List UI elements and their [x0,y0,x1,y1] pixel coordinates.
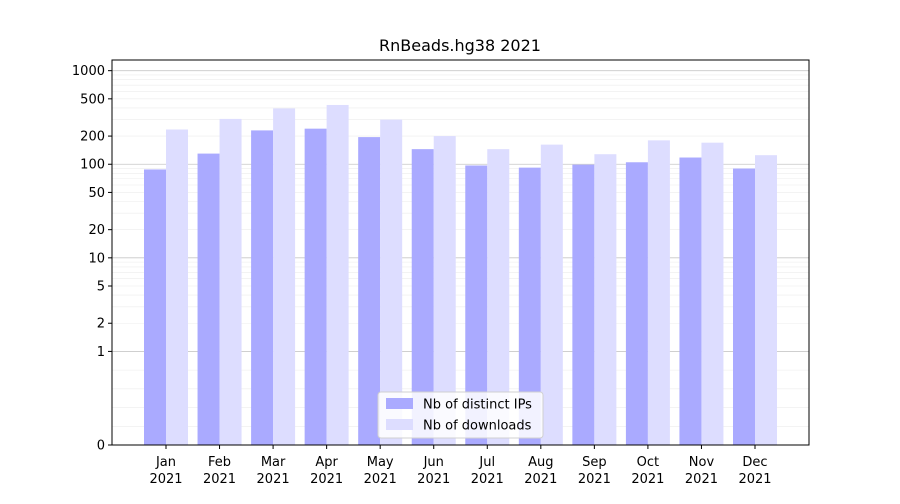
y-tick-label: 2 [97,317,105,332]
bar-distinct-ips-jun [411,149,434,445]
x-tick-label-year: 2021 [631,472,664,487]
x-tick-label-year: 2021 [738,472,771,487]
bar-downloads-nov [701,142,724,445]
bar-distinct-ips-dec [733,168,755,445]
y-axis: 0 1 2 5 10 20 50 100 200 500 1000 [72,64,112,454]
y-tick-label: 5 [97,280,105,295]
x-tick-label-year: 2021 [310,472,343,487]
x-tick-label-month: Aug [528,455,553,470]
bar-downloads-jul [487,149,510,445]
bar-downloads-feb [219,118,242,445]
bar-distinct-ips-apr [304,128,327,445]
x-tick-label-year: 2021 [203,472,236,487]
y-tick-label: 200 [80,130,105,145]
y-tick-label: 20 [88,223,105,238]
plot-frame [111,59,810,446]
bar-distinct-ips-sep [572,164,595,445]
x-axis: Jan 2021 Feb 2021 Mar 2021 Apr 2021 May 2021 Jun 20… [149,445,772,487]
bar-downloads-oct [647,140,670,445]
legend-label: Nb of downloads [423,419,532,434]
legend-swatch [386,419,413,430]
legend-box [377,391,544,439]
x-tick-label-month: Jun [423,455,444,470]
y-tick-label: 100 [80,158,105,173]
x-tick-label-year: 2021 [149,472,182,487]
bar-downloads-jan [166,129,188,445]
legend: Nb of distinct IPs Nb of downloads [377,391,544,439]
x-tick-label-month: Nov [689,455,715,470]
y-tick-label: 500 [80,92,105,107]
y-tick-label: 0 [97,439,105,454]
x-tick-label-year: 2021 [257,472,290,487]
legend-swatch [386,398,413,409]
bar-distinct-ips-jul [465,165,488,446]
bar-downloads-may [380,119,403,446]
x-tick-label-year: 2021 [364,472,397,487]
bar-distinct-ips-jan [144,169,166,446]
bar-downloads-aug [540,144,563,445]
x-tick-label-month: Feb [208,455,231,470]
bar-downloads-mar [273,108,296,446]
x-tick-label-year: 2021 [417,472,450,487]
x-tick-label-month: Sep [582,455,607,470]
x-tick-label-month: Jul [478,455,495,470]
x-tick-label-year: 2021 [685,472,718,487]
legend-label: Nb of distinct IPs [423,398,532,413]
y-tick-label: 10 [88,251,105,266]
x-tick-label-month: Mar [261,455,286,470]
y-tick-label: 50 [88,186,105,201]
y-tick-label: 1000 [72,64,105,79]
bar-distinct-ips-aug [518,167,541,445]
bar-distinct-ips-may [358,137,381,445]
x-tick-label-month: Apr [315,455,338,470]
x-tick-label-year: 2021 [524,472,557,487]
bar-distinct-ips-feb [197,153,220,446]
x-tick-label-month: May [367,455,394,470]
bar-downloads-apr [326,104,349,445]
bar-distinct-ips-nov [679,157,702,445]
y-tick-label: 1 [97,345,105,360]
bars [144,104,777,446]
x-tick-label-year: 2021 [471,472,504,487]
x-tick-label-month: Oct [637,455,659,470]
bar-downloads-dec [755,155,777,445]
bar-distinct-ips-mar [251,130,274,446]
chart-title: RnBeads.hg38 2021 [379,36,541,55]
x-tick-label-year: 2021 [578,472,611,487]
x-tick-label-month: Dec [742,455,767,470]
bar-downloads-sep [594,154,617,446]
bar-distinct-ips-oct [625,162,648,446]
x-tick-label-month: Jan [155,455,176,470]
bar-downloads-jun [433,136,456,446]
